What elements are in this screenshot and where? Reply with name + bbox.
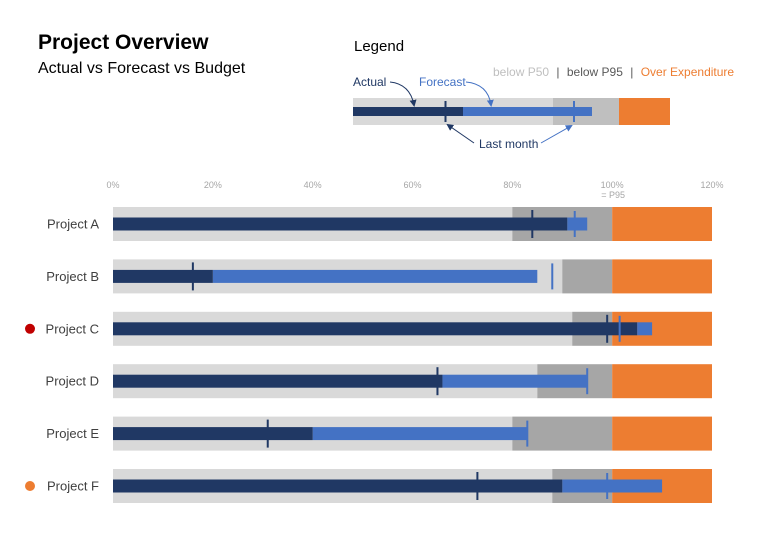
last-month-actual-tick	[531, 210, 534, 238]
band-below-p95	[562, 259, 613, 294]
last-month-actual-tick	[476, 472, 479, 500]
forecast-bar	[212, 269, 538, 283]
tick-label: 60%	[403, 180, 421, 190]
legend-band-over	[619, 98, 670, 125]
tick-label: 120%	[700, 180, 723, 190]
forecast-bar	[562, 479, 663, 493]
tick-label: 80%	[503, 180, 521, 190]
band-over-expenditure	[612, 207, 712, 241]
legend-actual-label: Actual	[353, 75, 386, 89]
legend-below-p95: below P95	[567, 65, 623, 79]
legend-actual-bar	[353, 107, 463, 116]
project-row: Project B	[46, 259, 712, 294]
project-row: Project D	[46, 364, 712, 399]
last-month-forecast-tick	[606, 473, 609, 499]
last-month-forecast-tick	[573, 211, 576, 237]
legend-sep-1: |	[556, 65, 559, 79]
actual-bar	[113, 269, 213, 283]
tick-label: 40%	[304, 180, 322, 190]
status-dot-red	[25, 323, 35, 334]
last-month-actual-tick	[191, 262, 194, 291]
project-row: Project F	[25, 469, 712, 503]
chart-title: Project Overview	[38, 31, 209, 54]
actual-bar	[113, 374, 443, 388]
project-row: Project C	[25, 311, 712, 346]
legend-sep-2: |	[630, 65, 633, 79]
project-row: Project A	[47, 207, 712, 241]
band-over-expenditure	[612, 416, 712, 451]
project-label: Project D	[46, 374, 99, 389]
last-month-forecast-tick	[618, 315, 621, 342]
actual-bar	[113, 217, 568, 231]
legend-forecast-bar	[463, 107, 592, 116]
tick-label: 0%	[106, 180, 119, 190]
last-month-actual-tick	[266, 419, 269, 448]
forecast-bar	[312, 427, 528, 441]
last-month-forecast-tick	[526, 420, 529, 447]
legend-below-p50: below P50	[493, 65, 549, 79]
project-label: Project F	[47, 479, 99, 494]
forecast-bar	[442, 374, 588, 388]
chart-subtitle: Actual vs Forecast vs Budget	[38, 60, 246, 77]
last-month-forecast-tick	[586, 368, 589, 395]
legend-last-month-actual-tick	[444, 101, 447, 122]
band-over-expenditure	[612, 364, 712, 399]
rows: Project A Project B Project C Project D Proj…	[25, 207, 712, 503]
band-below-p95	[512, 416, 613, 451]
project-label: Project B	[46, 269, 99, 284]
legend-sample: Actual Forecast Last month below P50 | b…	[353, 65, 734, 151]
project-label: Project C	[46, 321, 99, 336]
p95-note: = P95	[601, 190, 625, 200]
forecast-bar	[637, 322, 653, 336]
legend-last-month-forecast-tick	[573, 101, 575, 122]
legend-actual-arrow	[389, 81, 417, 107]
legend-title: Legend	[354, 38, 405, 55]
legend-last-month-arrow-right	[540, 125, 573, 144]
project-row: Project E	[46, 416, 712, 451]
actual-bar	[113, 479, 563, 493]
legend-last-month-label: Last month	[479, 137, 538, 151]
last-month-actual-tick	[436, 367, 439, 396]
band-over-expenditure	[612, 259, 712, 294]
x-axis: 0% 20% 40% 60% 80% 100% 120% = P95	[106, 180, 723, 200]
tick-label: 20%	[204, 180, 222, 190]
tick-label: 100%	[601, 180, 624, 190]
legend-forecast-arrow	[465, 81, 494, 107]
project-label: Project A	[47, 217, 99, 232]
forecast-bar	[567, 217, 588, 231]
actual-bar	[113, 322, 638, 336]
legend-forecast-label: Forecast	[419, 75, 466, 89]
last-month-forecast-tick	[551, 263, 554, 290]
actual-bar	[113, 427, 313, 441]
project-label: Project E	[46, 426, 99, 441]
legend-key: below P50 | below P95 | Over Expenditure	[493, 65, 734, 79]
last-month-actual-tick	[606, 314, 609, 343]
legend-last-month-arrow-left	[446, 123, 475, 144]
status-dot-orange	[25, 481, 35, 491]
legend-over: Over Expenditure	[641, 65, 735, 79]
